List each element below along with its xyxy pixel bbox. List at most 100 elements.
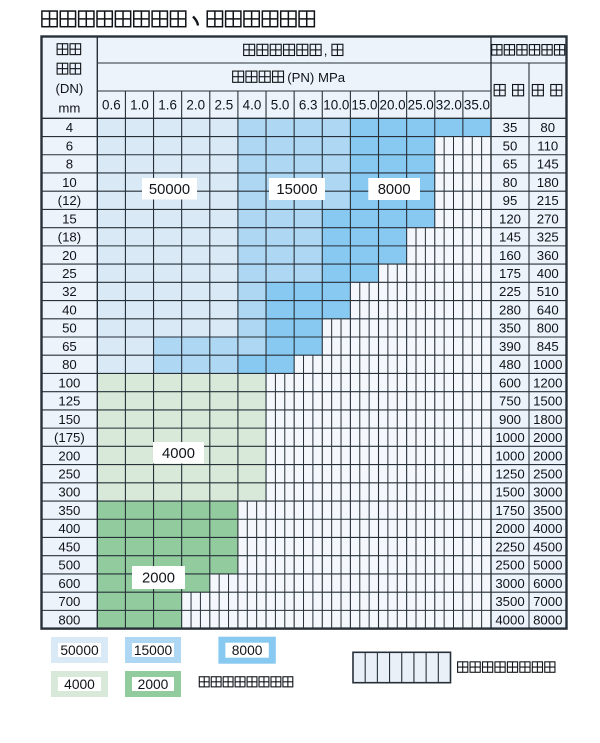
svg-text:1000: 1000	[533, 357, 562, 372]
svg-text:2500: 2500	[533, 466, 562, 481]
svg-text:20.0: 20.0	[380, 98, 406, 113]
svg-text:2500: 2500	[495, 558, 524, 573]
svg-text:1200: 1200	[533, 375, 562, 390]
svg-text:160: 160	[499, 248, 521, 263]
svg-text:4500: 4500	[533, 539, 562, 554]
svg-text:360: 360	[537, 248, 559, 263]
svg-text:3000: 3000	[533, 485, 562, 500]
svg-text:40: 40	[62, 302, 77, 317]
svg-text:32.0: 32.0	[436, 98, 462, 113]
svg-text:225: 225	[499, 284, 521, 299]
svg-text:600: 600	[499, 375, 521, 390]
svg-text:1750: 1750	[495, 503, 524, 518]
svg-text:20: 20	[62, 248, 77, 263]
svg-text:35: 35	[503, 120, 518, 135]
svg-text:1.6: 1.6	[158, 98, 177, 113]
svg-text:8: 8	[66, 157, 73, 172]
svg-text:15000: 15000	[134, 643, 173, 658]
svg-text:6.3: 6.3	[299, 98, 318, 113]
svg-text:2000: 2000	[142, 571, 175, 587]
svg-text:350: 350	[499, 321, 521, 336]
svg-text:4.0: 4.0	[243, 98, 262, 113]
svg-text:1250: 1250	[495, 466, 524, 481]
svg-text:175: 175	[499, 266, 521, 281]
svg-text:8000: 8000	[232, 643, 263, 658]
svg-text:125: 125	[58, 394, 80, 409]
svg-text:6: 6	[66, 138, 73, 153]
svg-text:50: 50	[503, 138, 518, 153]
svg-text:800: 800	[58, 612, 80, 627]
svg-text:5.0: 5.0	[271, 98, 290, 113]
svg-text:1800: 1800	[533, 412, 562, 427]
svg-text:110: 110	[537, 138, 558, 153]
svg-text:145: 145	[537, 157, 559, 172]
svg-text:500: 500	[58, 558, 80, 573]
svg-text:8000: 8000	[378, 182, 411, 198]
svg-text:100: 100	[58, 375, 80, 390]
svg-text:80: 80	[540, 120, 555, 135]
svg-text:,: ,	[324, 43, 328, 58]
svg-text:3000: 3000	[495, 576, 524, 591]
svg-text:mm: mm	[58, 101, 80, 116]
svg-text:600: 600	[58, 576, 80, 591]
svg-text:(175): (175)	[54, 430, 85, 445]
svg-text:145: 145	[499, 230, 521, 245]
svg-text:15: 15	[62, 211, 77, 226]
svg-text:180: 180	[537, 175, 559, 190]
svg-text:510: 510	[537, 284, 559, 299]
svg-text:750: 750	[499, 394, 521, 409]
svg-text:4000: 4000	[495, 612, 524, 627]
svg-text:3500: 3500	[533, 503, 562, 518]
svg-text:32: 32	[62, 284, 77, 299]
svg-text:6000: 6000	[533, 576, 562, 591]
svg-text:(DN): (DN)	[55, 81, 83, 96]
svg-text:(PN) MPa: (PN) MPa	[287, 70, 346, 85]
svg-text:640: 640	[537, 302, 559, 317]
svg-text:270: 270	[537, 211, 559, 226]
svg-text:65: 65	[503, 157, 518, 172]
svg-text:1500: 1500	[495, 485, 524, 500]
svg-text:4000: 4000	[533, 521, 562, 536]
svg-text:2000: 2000	[533, 430, 562, 445]
svg-text:(18): (18)	[58, 230, 81, 245]
svg-text:400: 400	[537, 266, 559, 281]
svg-text:95: 95	[503, 193, 518, 208]
svg-text:1500: 1500	[533, 394, 562, 409]
svg-text:1.0: 1.0	[130, 98, 149, 113]
svg-text:7000: 7000	[533, 594, 562, 609]
svg-text:120: 120	[499, 211, 521, 226]
svg-text:800: 800	[537, 321, 559, 336]
svg-text:150: 150	[58, 412, 80, 427]
svg-text:15000: 15000	[276, 182, 317, 198]
svg-text:50000: 50000	[149, 182, 190, 198]
svg-text:50000: 50000	[60, 643, 99, 658]
svg-text:450: 450	[58, 539, 80, 554]
svg-text:1000: 1000	[495, 448, 524, 463]
svg-text:390: 390	[499, 339, 521, 354]
svg-text:(12): (12)	[58, 193, 81, 208]
svg-text:2000: 2000	[138, 677, 169, 692]
svg-text:0.6: 0.6	[102, 98, 121, 113]
svg-text:3500: 3500	[495, 594, 524, 609]
svg-text:325: 325	[537, 230, 559, 245]
svg-text:2.0: 2.0	[186, 98, 205, 113]
svg-text:4000: 4000	[64, 677, 95, 692]
svg-text:900: 900	[499, 412, 521, 427]
svg-text:2250: 2250	[495, 539, 524, 554]
svg-text:2000: 2000	[495, 521, 524, 536]
svg-text:2.5: 2.5	[215, 98, 234, 113]
svg-text:4: 4	[66, 120, 73, 135]
svg-text:400: 400	[58, 521, 80, 536]
svg-text:50: 50	[62, 321, 77, 336]
svg-text:35.0: 35.0	[464, 98, 490, 113]
svg-text:10.0: 10.0	[323, 98, 349, 113]
svg-text:10: 10	[62, 175, 77, 190]
svg-text:5000: 5000	[533, 558, 562, 573]
svg-text:15.0: 15.0	[351, 98, 377, 113]
svg-text:25.0: 25.0	[408, 98, 434, 113]
svg-text:65: 65	[62, 339, 77, 354]
svg-text:280: 280	[499, 302, 521, 317]
svg-text:1000: 1000	[495, 430, 524, 445]
svg-text:845: 845	[537, 339, 559, 354]
svg-text:480: 480	[499, 357, 521, 372]
